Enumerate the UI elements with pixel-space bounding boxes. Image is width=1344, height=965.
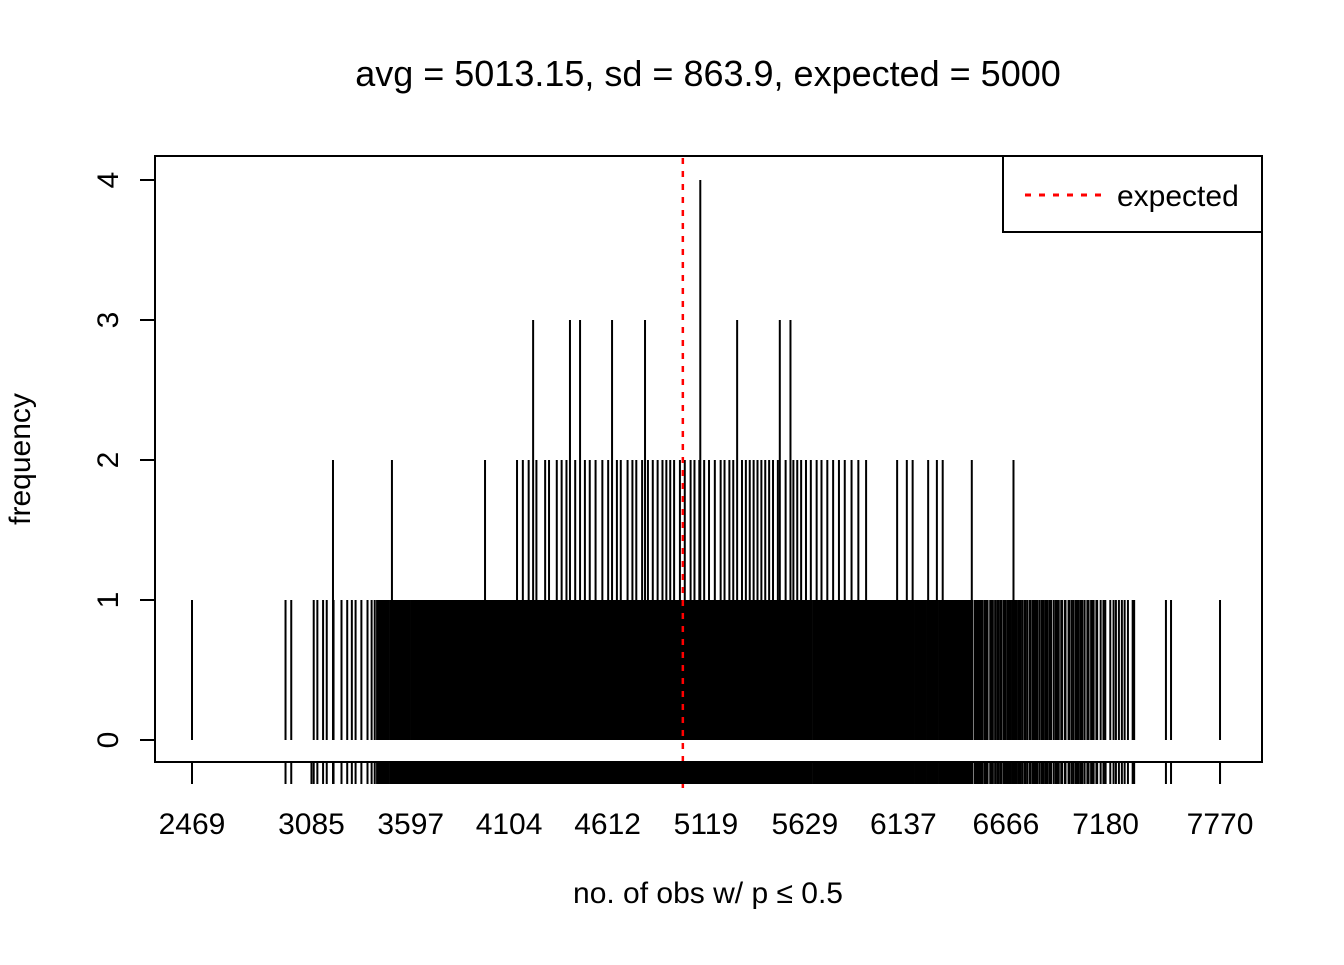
x-tick-label: 5629 (771, 808, 838, 841)
x-tick-label: 5119 (674, 808, 739, 841)
y-tick-label: 2 (92, 452, 125, 469)
x-axis-label: no. of obs w/ p ≤ 0.5 (573, 877, 843, 910)
y-tick-label: 4 (92, 172, 125, 189)
y-tick-label: 1 (92, 592, 125, 609)
chart-title: avg = 5013.15, sd = 863.9, expected = 50… (355, 53, 1061, 94)
plot-border (154, 155, 1263, 763)
legend: expected (1002, 155, 1263, 233)
y-axis-label: frequency (4, 393, 37, 525)
x-tick-label: 7770 (1187, 808, 1254, 841)
x-tick-label: 2469 (159, 808, 226, 841)
x-tick-label: 3597 (377, 808, 444, 841)
y-tick-label: 3 (92, 312, 125, 329)
x-tick-label: 6137 (870, 808, 937, 841)
x-axis: 2469 3085 3597 4104 4612 5119 5629 6137 6666 7180… (159, 762, 1254, 841)
legend-box (1002, 155, 1263, 233)
x-tick-label: 7180 (1072, 808, 1139, 841)
x-tick-label: 4612 (574, 808, 641, 841)
y-tick-label: 0 (92, 732, 125, 749)
y-axis: 0 1 2 3 4 (92, 172, 155, 749)
legend-label: expected (1117, 180, 1239, 213)
x-tick-label: 3085 (278, 808, 345, 841)
rug-ticks (191, 762, 1222, 784)
x-tick-label: 6666 (973, 808, 1040, 841)
spike-series (191, 180, 1222, 740)
x-tick-label: 4104 (476, 808, 543, 841)
